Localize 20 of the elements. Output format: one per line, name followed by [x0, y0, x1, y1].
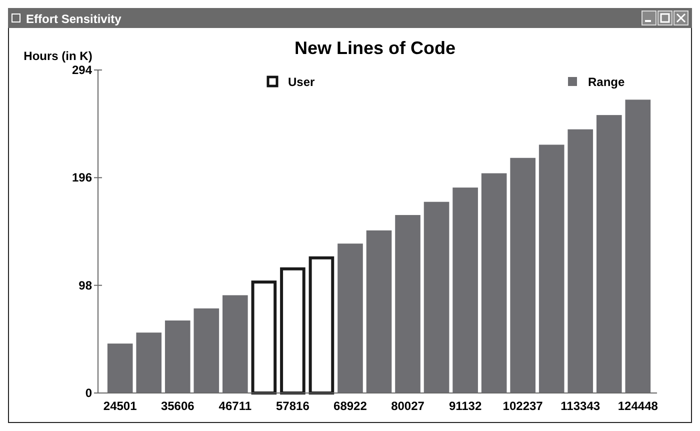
- y-tick-label: 98: [78, 278, 92, 292]
- bar: [251, 280, 277, 394]
- y-tick-label: 0: [85, 386, 92, 400]
- x-tick-label: 80027: [391, 399, 425, 413]
- x-tick-label: 91132: [448, 399, 482, 413]
- x-tick-label: 35606: [160, 399, 195, 413]
- chart-title: New Lines of Code: [294, 38, 456, 58]
- x-tick-label: 46711: [218, 399, 252, 413]
- y-axis-title: Hours (in K): [24, 49, 92, 63]
- text: Effort Sensitivity: [26, 12, 122, 26]
- legend-label: Range: [588, 75, 625, 89]
- x-tick-label: 68922: [334, 399, 368, 413]
- y-tick-label: 294: [72, 63, 92, 77]
- x-tick-label: 124448: [618, 399, 658, 413]
- y-tick-label: 196: [72, 170, 92, 185]
- legend-label: User: [288, 75, 316, 89]
- x-tick-label: 102237: [502, 399, 544, 413]
- x-tick-label: 113343: [560, 399, 600, 413]
- x-tick-label: 57816: [276, 399, 310, 413]
- x-tick-label: 24501: [103, 399, 138, 413]
